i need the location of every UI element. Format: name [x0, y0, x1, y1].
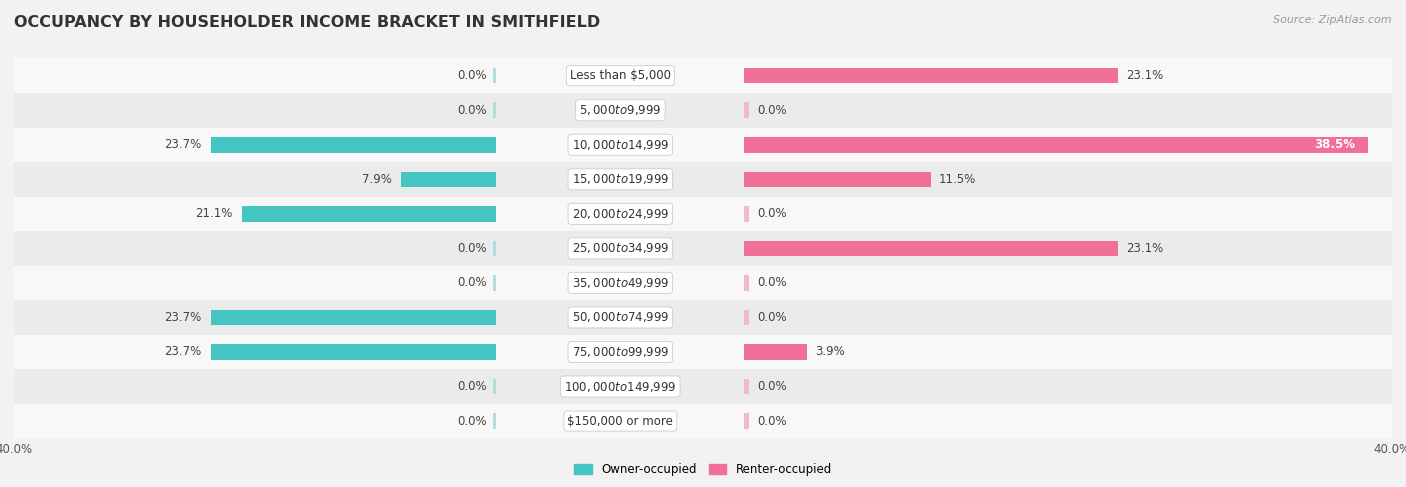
Bar — [744, 344, 807, 360]
Text: 0.0%: 0.0% — [457, 414, 486, 428]
Text: 21.1%: 21.1% — [195, 207, 232, 220]
Text: 0.0%: 0.0% — [758, 414, 787, 428]
Text: 0.0%: 0.0% — [758, 277, 787, 289]
Bar — [492, 241, 496, 256]
Bar — [744, 58, 1392, 93]
Text: $100,000 to $149,999: $100,000 to $149,999 — [564, 379, 676, 393]
Text: 23.1%: 23.1% — [1126, 69, 1164, 82]
Bar — [242, 206, 496, 222]
Bar — [744, 231, 1392, 265]
Bar — [744, 128, 1392, 162]
Bar — [14, 369, 496, 404]
Bar — [401, 171, 496, 187]
Bar — [14, 404, 496, 438]
Bar — [744, 310, 749, 325]
Bar — [744, 300, 1392, 335]
Bar — [744, 241, 1118, 256]
Text: 0.0%: 0.0% — [758, 207, 787, 220]
Text: $5,000 to $9,999: $5,000 to $9,999 — [579, 103, 662, 117]
Text: $20,000 to $24,999: $20,000 to $24,999 — [572, 207, 669, 221]
Bar — [496, 335, 744, 369]
Text: 7.9%: 7.9% — [361, 173, 391, 186]
Bar — [14, 128, 496, 162]
Bar — [496, 369, 744, 404]
Bar — [744, 275, 749, 291]
Bar — [744, 335, 1392, 369]
Text: Less than $5,000: Less than $5,000 — [569, 69, 671, 82]
Bar — [744, 379, 749, 394]
Bar — [496, 231, 744, 265]
Bar — [211, 344, 496, 360]
Text: 0.0%: 0.0% — [457, 380, 486, 393]
Bar — [211, 137, 496, 152]
Text: 0.0%: 0.0% — [758, 380, 787, 393]
Bar — [492, 275, 496, 291]
Bar — [744, 206, 749, 222]
Bar — [744, 137, 1368, 152]
Bar — [744, 93, 1392, 128]
Bar — [744, 265, 1392, 300]
Bar — [14, 197, 496, 231]
Bar — [14, 58, 496, 93]
Bar — [211, 310, 496, 325]
Text: 3.9%: 3.9% — [815, 345, 845, 358]
Text: 23.7%: 23.7% — [163, 311, 201, 324]
Bar — [496, 265, 744, 300]
Text: $50,000 to $74,999: $50,000 to $74,999 — [572, 310, 669, 324]
Bar — [492, 413, 496, 429]
Text: $35,000 to $49,999: $35,000 to $49,999 — [572, 276, 669, 290]
Text: OCCUPANCY BY HOUSEHOLDER INCOME BRACKET IN SMITHFIELD: OCCUPANCY BY HOUSEHOLDER INCOME BRACKET … — [14, 15, 600, 30]
Bar — [496, 93, 744, 128]
Text: 0.0%: 0.0% — [758, 311, 787, 324]
Bar — [744, 369, 1392, 404]
Bar — [496, 58, 744, 93]
Text: Source: ZipAtlas.com: Source: ZipAtlas.com — [1274, 15, 1392, 25]
Text: $25,000 to $34,999: $25,000 to $34,999 — [572, 242, 669, 255]
Bar — [744, 68, 1118, 83]
Bar — [14, 93, 496, 128]
Text: 0.0%: 0.0% — [758, 104, 787, 117]
Bar — [492, 102, 496, 118]
Bar — [744, 413, 749, 429]
Bar — [492, 379, 496, 394]
Bar — [492, 68, 496, 83]
Bar — [14, 300, 496, 335]
Bar — [744, 162, 1392, 197]
Bar — [744, 197, 1392, 231]
Text: 23.7%: 23.7% — [163, 138, 201, 151]
Bar — [496, 404, 744, 438]
Text: $15,000 to $19,999: $15,000 to $19,999 — [572, 172, 669, 187]
Bar — [14, 162, 496, 197]
Text: 0.0%: 0.0% — [457, 69, 486, 82]
Bar — [14, 231, 496, 265]
Bar — [496, 197, 744, 231]
Bar — [496, 128, 744, 162]
Text: 0.0%: 0.0% — [457, 242, 486, 255]
Bar — [744, 171, 931, 187]
Text: $150,000 or more: $150,000 or more — [568, 414, 673, 428]
Text: 23.1%: 23.1% — [1126, 242, 1164, 255]
Text: 11.5%: 11.5% — [939, 173, 976, 186]
Text: 23.7%: 23.7% — [163, 345, 201, 358]
Text: 0.0%: 0.0% — [457, 277, 486, 289]
Text: $10,000 to $14,999: $10,000 to $14,999 — [572, 138, 669, 152]
Bar — [496, 162, 744, 197]
Bar — [14, 335, 496, 369]
Legend: Owner-occupied, Renter-occupied: Owner-occupied, Renter-occupied — [569, 459, 837, 481]
Bar — [14, 265, 496, 300]
Text: 38.5%: 38.5% — [1313, 138, 1355, 151]
Bar — [744, 102, 749, 118]
Text: 0.0%: 0.0% — [457, 104, 486, 117]
Bar — [744, 404, 1392, 438]
Bar — [496, 300, 744, 335]
Text: $75,000 to $99,999: $75,000 to $99,999 — [572, 345, 669, 359]
